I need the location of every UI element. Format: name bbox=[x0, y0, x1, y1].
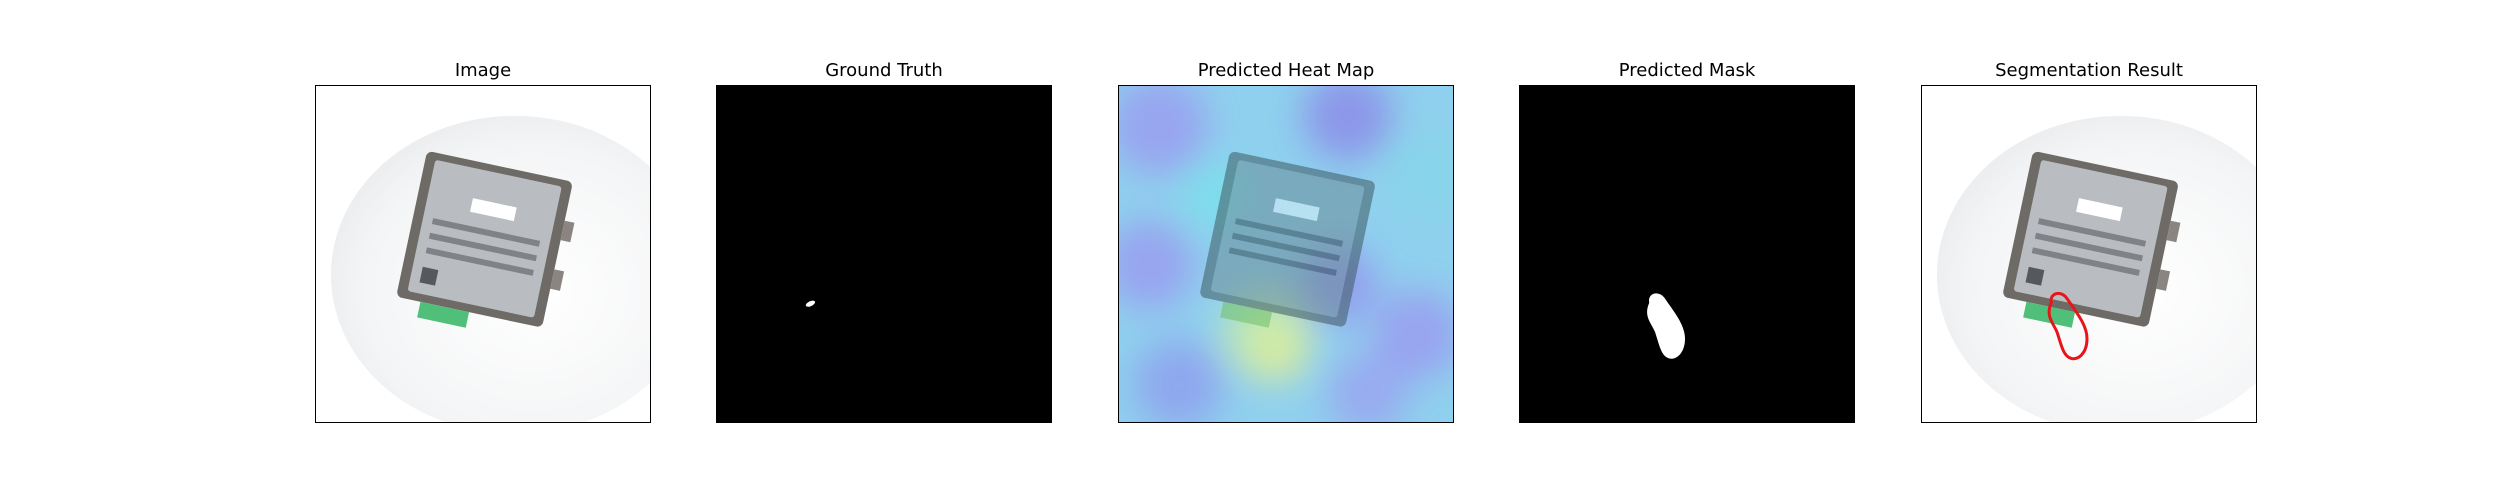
heat-map bbox=[1119, 86, 1453, 422]
panel-title: Predicted Heat Map bbox=[1197, 60, 1375, 81]
panel-heat-map: Predicted Heat Map bbox=[1118, 60, 1454, 423]
panel-segmentation-result: Segmentation Result bbox=[1921, 60, 2257, 423]
device bbox=[2003, 151, 2181, 328]
ground-truth-region bbox=[805, 300, 816, 307]
segmentation-contour bbox=[2047, 291, 2089, 361]
panel-predicted-mask: Predicted Mask bbox=[1519, 60, 1855, 423]
product-photo bbox=[316, 86, 650, 422]
panel-title: Segmentation Result bbox=[1995, 60, 2183, 81]
predicted-mask bbox=[1520, 86, 1854, 422]
ground-truth-mask bbox=[717, 86, 1051, 422]
panel-title: Image bbox=[454, 60, 512, 81]
predicted-mask-frame bbox=[1519, 85, 1855, 423]
device bbox=[397, 151, 575, 328]
segmentation-frame bbox=[1921, 85, 2257, 423]
image-frame bbox=[315, 85, 651, 423]
heat-map-frame bbox=[1118, 85, 1454, 423]
ground-truth-frame bbox=[716, 85, 1052, 423]
panel-title: Predicted Mask bbox=[1618, 60, 1756, 81]
panel-title: Ground Truth bbox=[825, 60, 943, 81]
predicted-region bbox=[1647, 293, 1686, 359]
device-overlay bbox=[1200, 151, 1375, 328]
segmentation-image bbox=[1922, 86, 2256, 422]
panel-ground-truth: Ground Truth bbox=[716, 60, 1052, 423]
panel-image: Image bbox=[315, 60, 651, 423]
